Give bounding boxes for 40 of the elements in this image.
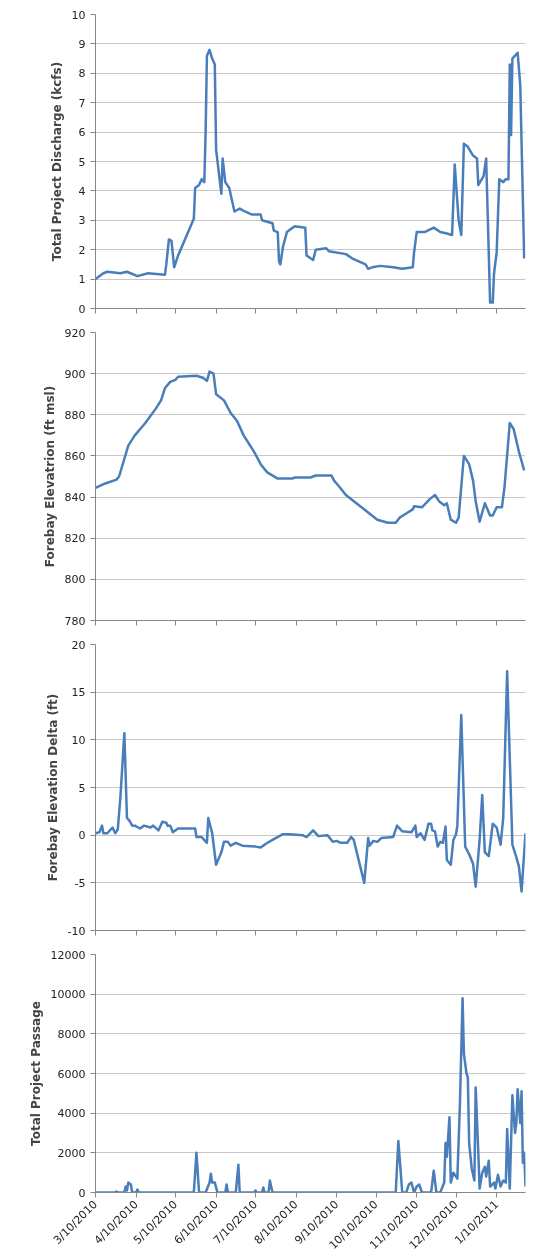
y-tick-label: -10	[67, 924, 86, 938]
y-tick-label: 920	[64, 326, 86, 340]
line-series	[95, 48, 526, 304]
y-tick-label: 0	[78, 829, 86, 843]
y-tick-label: 12000	[50, 948, 86, 962]
y-tick-label: 840	[64, 491, 86, 505]
y-axis-title: Forebay Elevatrion (ft msl)	[42, 385, 57, 568]
y-tick-label: 7	[78, 96, 86, 110]
y-tick-label: 4	[78, 184, 86, 198]
y-tick-label: 8	[78, 67, 86, 81]
y-tick-label: 780	[64, 614, 86, 628]
y-tick-label: -5	[74, 876, 86, 890]
y-tick-label: 20	[71, 638, 86, 652]
y-axis-title: Total Project Discharge (kcfs)	[49, 61, 64, 262]
line-series	[95, 370, 526, 525]
y-tick-label: 900	[64, 367, 86, 381]
y-tick-label: 5	[78, 155, 86, 169]
y-axis-title: Total Project Passage	[28, 1001, 43, 1146]
y-tick-label: 3	[78, 214, 86, 228]
y-tick-label: 5	[78, 781, 86, 795]
y-tick-label: 820	[64, 532, 86, 546]
y-tick-label: 4000	[57, 1107, 86, 1121]
y-tick-label: 6000	[57, 1067, 86, 1081]
y-tick-label: 1	[78, 273, 86, 287]
y-tick-label: 15	[71, 686, 86, 700]
y-tick-label: 8000	[57, 1027, 86, 1041]
y-tick-label: 6	[78, 126, 86, 140]
y-tick-label: 800	[64, 573, 86, 587]
y-tick-label: 860	[64, 449, 86, 463]
y-tick-label: 9	[78, 37, 86, 51]
y-axis-title: Forebay Elevation Delta (ft)	[45, 693, 60, 882]
y-tick-label: 10	[71, 733, 86, 747]
y-tick-label: 2	[78, 243, 86, 257]
y-tick-label: 10	[71, 8, 86, 22]
y-tick-label: 10000	[50, 988, 86, 1002]
y-tick-label: 0	[78, 1186, 86, 1200]
line-series	[95, 669, 526, 893]
y-tick-label: 2000	[57, 1146, 86, 1160]
y-tick-label: 880	[64, 408, 86, 422]
y-tick-label: 0	[78, 302, 86, 316]
